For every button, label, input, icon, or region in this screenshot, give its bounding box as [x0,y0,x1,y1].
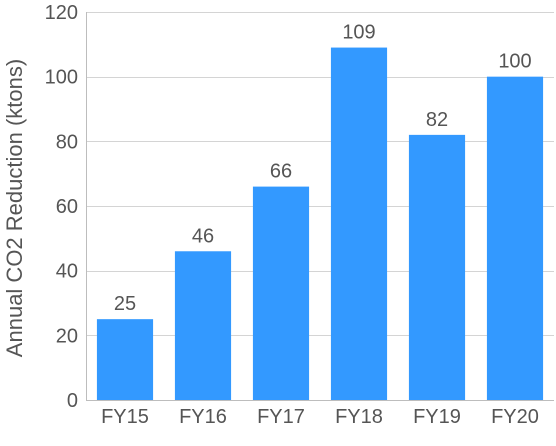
y-axis-title: Annual CO2 Reduction (ktons) [2,59,27,357]
bar-fy16 [174,251,232,400]
x-tick-label-fy18: FY18 [335,406,383,428]
data-label-fy19: 82 [426,109,448,131]
y-tick-label: 60 [56,196,78,218]
bar-fy17 [252,186,310,400]
data-label-fy17: 66 [270,161,292,183]
x-tick-label-fy15: FY15 [101,406,149,428]
data-label-fy16: 46 [192,225,214,247]
y-tick-label: 120 [45,2,78,24]
data-labels: 25 46 66 109 82 100 [114,22,532,316]
x-tick-label-fy20: FY20 [491,406,539,428]
x-tick-label-fy17: FY17 [257,406,305,428]
y-tick-labels: 0 20 40 60 80 100 120 [45,2,78,412]
bar-fy18 [330,47,388,401]
bar-fy15 [96,319,154,400]
y-tick-label: 80 [56,131,78,153]
x-tick-labels: FY15 FY16 FY17 FY18 FY19 FY20 [101,406,539,428]
x-tick-label-fy16: FY16 [179,406,227,428]
data-label-fy18: 109 [342,22,375,44]
bars [96,47,544,401]
grid-lines [86,12,554,336]
data-label-fy20: 100 [498,51,531,73]
x-tick-label-fy19: FY19 [413,406,461,428]
y-tick-label: 40 [56,261,78,283]
bar-fy19 [408,134,466,400]
y-tick-label: 100 [45,67,78,89]
bar-fy20 [486,76,544,401]
y-tick-label: 0 [67,390,78,412]
y-tick-label: 20 [56,325,78,347]
axes [86,12,554,401]
data-label-fy15: 25 [114,293,136,315]
